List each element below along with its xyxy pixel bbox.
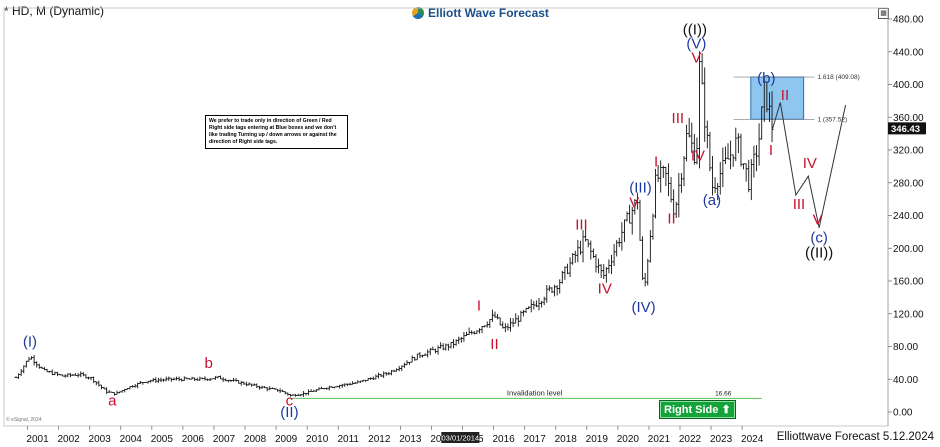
wave-label: III [672,110,685,127]
x-tick-label: 2023 [710,434,733,445]
x-tick-label: 2001 [26,434,49,445]
x-tick-label: 2009 [275,434,298,445]
brand-logo: Elliott Wave Forecast [412,6,549,20]
wave-label: III [575,216,588,233]
globe-logo-icon [412,7,424,19]
y-tick-label: 200.00 [893,244,924,255]
cursor-date-label: 03/01/2014 [442,434,480,443]
ohlc-bars [14,51,774,397]
x-tick-label: 2008 [244,434,267,445]
right-side-badge: Right Side ⬆ [659,400,736,419]
wave-label: ((I)) [683,22,707,39]
y-tick-label: 160.00 [893,277,924,288]
cursor-date-box [441,432,480,443]
x-tick-label: 2011 [337,434,359,445]
wave-label: III [793,196,806,213]
esignal-watermark: © eSignal, 2024 [6,416,42,423]
wave-label: ((II)) [805,244,833,261]
wave-label: (I) [23,334,37,351]
wave-label: (b) [757,70,775,87]
projection-path [772,102,847,228]
invalidation-label: Invalidation level [507,388,563,397]
fib-level-label: 1.618 (409.08) [817,74,859,81]
wave-label: IV [691,148,705,165]
right-side-label: Right Side [664,404,719,416]
fib-level-label: 1 (357.52) [817,116,847,123]
wave-label: I [654,153,658,170]
wave-label: (IV) [632,299,656,316]
y-tick-label: 40.00 [893,375,918,386]
x-tick-label: 2003 [89,434,112,445]
x-tick-label: 2018 [555,434,578,445]
wave-label: (II) [280,404,298,421]
x-tick-label: 2021 [648,434,671,445]
y-tick-label: 440.00 [893,47,924,58]
y-tick-label: 0.00 [893,408,913,419]
y-tick-label: 80.00 [893,342,918,353]
x-tick-label: 2010 [306,434,329,445]
invalidation-value: 16.66 [715,390,732,397]
up-arrow-icon: ⬆ [721,404,731,416]
wave-label: (V) [686,35,706,52]
wave-label: I [477,297,481,314]
y-tick-label: 120.00 [893,309,924,320]
wave-label: V [813,212,823,229]
x-tick-label: 2024 [741,434,764,445]
wave-label: (c) [810,230,828,247]
y-tick-label: 240.00 [893,211,924,222]
wave-label: IV [598,280,612,297]
symbol-title: * HD, M (Dynamic) [4,4,105,18]
x-tick-label: 2020 [617,434,640,445]
x-tick-label: 2004 [120,434,143,445]
y-tick-label: 400.00 [893,80,924,91]
y-tick-label: 480.00 [893,15,924,26]
wave-label: (a) [703,192,721,209]
wave-label: II [667,211,675,228]
x-tick-label: 2002 [57,434,80,445]
x-tick-label: 2022 [679,434,702,445]
x-tick-label: 2016 [492,434,515,445]
x-tick-label: 2005 [151,434,174,445]
x-tick-label: 2007 [213,434,236,445]
x-tick-label: 2013 [399,434,422,445]
wave-label: c [286,392,294,409]
last-price-tag [888,122,926,135]
footer-credit: Elliottwave Forecast 5.12.2024 [776,431,934,443]
strategy-note: We prefer to trade only in direction of … [205,115,348,149]
wave-label: I [769,142,773,159]
chart-settings-icon[interactable]: ▦ [878,8,889,19]
plot-frame [3,7,889,427]
wave-label: a [108,392,117,409]
wave-label: II [490,336,498,353]
x-tick-label: 2019 [586,434,609,445]
wave-label: (III) [629,180,652,197]
last-price-label: 346.43 [891,124,920,135]
y-tick-label: 280.00 [893,178,924,189]
x-tick-label: 2012 [368,434,391,445]
x-tick-label: 2017 [524,434,547,445]
x-tick-label: 2006 [182,434,205,445]
wave-label: V [629,194,639,211]
brand-name: Elliott Wave Forecast [428,6,549,20]
wave-label: IV [803,155,817,172]
y-tick-label: 360.00 [893,113,924,124]
wave-label: b [204,355,212,372]
y-tick-label: 320.00 [893,146,924,157]
wave-label: II [781,87,789,104]
wave-label: V [691,49,701,66]
